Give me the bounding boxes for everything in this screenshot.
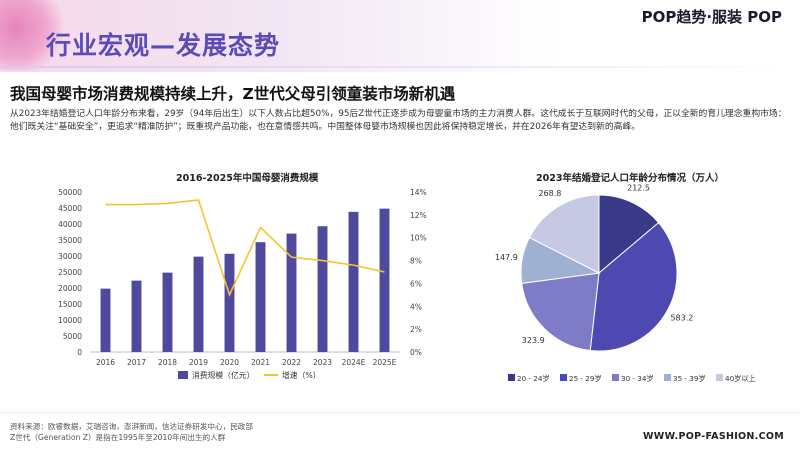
- y-right-tick-label: 0%: [410, 348, 422, 357]
- x-tick-label: 2019: [189, 358, 208, 367]
- y-left-tick-label: 30000: [58, 252, 82, 261]
- y-left-tick-label: 45000: [58, 204, 82, 213]
- bar: [317, 226, 328, 352]
- headline: 我国母婴市场消费规模持续上升，Z世代父母引领童装市场新机遇: [10, 85, 456, 103]
- bar: [286, 233, 297, 352]
- bar-chart-title: 2016-2025年中国母婴消费规模: [176, 173, 319, 184]
- bar: [224, 253, 235, 352]
- brand-logo: POP趋势·服装 POP: [641, 8, 782, 26]
- y-left-tick-label: 20000: [58, 284, 82, 293]
- y-left-tick-label: 0: [77, 348, 82, 357]
- y-left-tick-label: 25000: [58, 268, 82, 277]
- section-title: 行业宏观—发展态势: [46, 31, 281, 60]
- title-divider: [0, 66, 800, 68]
- bar: [131, 280, 142, 352]
- y-right-tick-label: 8%: [410, 257, 422, 266]
- footer-divider: [0, 412, 800, 413]
- bar: [255, 242, 266, 352]
- x-tick-label: 2022: [282, 358, 301, 367]
- y-left-tick-label: 50000: [58, 188, 82, 197]
- source-line: 资料来源：欧睿数据，艾瑞咨询，澎湃新闻，信达证券研发中心，民政部: [10, 422, 253, 431]
- legend-label: 40岁以上: [725, 374, 756, 383]
- x-tick-label: 2025E: [373, 358, 397, 367]
- pie-value-label: 583.2: [670, 313, 693, 322]
- growth-line: [105, 199, 385, 298]
- x-tick-label: 2017: [127, 358, 146, 367]
- y-right-tick-label: 14%: [410, 188, 427, 197]
- definition-line: Z世代（Generation Z）是指在1995年至2010年间出生的人群: [10, 433, 226, 442]
- legend-label: 20 - 24岁: [517, 374, 550, 383]
- y-left-tick-label: 15000: [58, 300, 82, 309]
- pie-value-label: 323.9: [522, 336, 545, 345]
- y-left-tick-label: 10000: [58, 316, 82, 325]
- y-left-tick-label: 40000: [58, 220, 82, 229]
- x-tick-label: 2021: [251, 358, 270, 367]
- pie-chart-title: 2023年结婚登记人口年龄分布情况（万人）: [536, 173, 724, 184]
- legend-bar-label: 消费规模（亿元）: [192, 370, 254, 380]
- x-tick-label: 2024E: [342, 358, 366, 367]
- intro-paragraph: 从2023年结婚登记人口年龄分布来看，29岁（94年后出生）以下人数占比超50%…: [10, 109, 787, 132]
- legend-label: 25 - 29岁: [569, 374, 602, 383]
- bar: [162, 272, 173, 352]
- website-link[interactable]: WWW.POP-FASHION.COM: [643, 431, 784, 442]
- bar-line-chart: 0 5000 10000 15000 20000 25000 30000 35000 40000…: [58, 188, 427, 380]
- y-left-tick-label: 35000: [58, 236, 82, 245]
- bar: [348, 211, 359, 352]
- y-left-tick-label: 5000: [63, 332, 82, 341]
- pie-chart: 212.5 583.2 323.9 147.9 268.8 20 - 24岁 25 - 29…: [495, 184, 756, 383]
- x-tick-label: 2020: [220, 358, 239, 367]
- y-right-tick-label: 4%: [410, 302, 422, 311]
- legend-line-label: 增速（%）: [282, 370, 321, 380]
- y-right-tick-label: 12%: [410, 211, 427, 220]
- pie-slice: [528, 194, 600, 274]
- bar: [193, 256, 204, 352]
- y-right-tick-label: 6%: [410, 279, 422, 288]
- x-tick-label: 2016: [96, 358, 115, 367]
- pie-slice: [589, 221, 678, 352]
- legend-swatch: [508, 374, 515, 381]
- x-tick-label: 2023: [313, 358, 332, 367]
- legend-swatch: [664, 374, 671, 381]
- legend-swatch: [560, 374, 567, 381]
- y-right-tick-label: 10%: [410, 234, 427, 243]
- pie-slice: [521, 272, 600, 352]
- source-note: 资料来源：欧睿数据，艾瑞咨询，澎湃新闻，信达证券研发中心，民政部 Z世代（Gen…: [10, 421, 253, 443]
- header-decoration: [0, 0, 70, 70]
- legend-swatch: [612, 374, 619, 381]
- pie-slice: [598, 194, 660, 275]
- bar: [379, 208, 390, 352]
- y-right-tick-label: 2%: [410, 325, 422, 334]
- legend-bar-swatch: [178, 371, 188, 379]
- bar: [100, 288, 111, 352]
- header-background: [0, 0, 800, 72]
- legend-label: 35 - 39岁: [673, 374, 706, 383]
- pie-value-label: 212.5: [627, 184, 650, 193]
- pie-value-label: 268.8: [538, 189, 561, 198]
- x-tick-label: 2018: [158, 358, 177, 367]
- legend-swatch: [716, 374, 723, 381]
- pie-value-label: 147.9: [495, 253, 518, 262]
- legend-label: 30 - 34岁: [621, 374, 654, 383]
